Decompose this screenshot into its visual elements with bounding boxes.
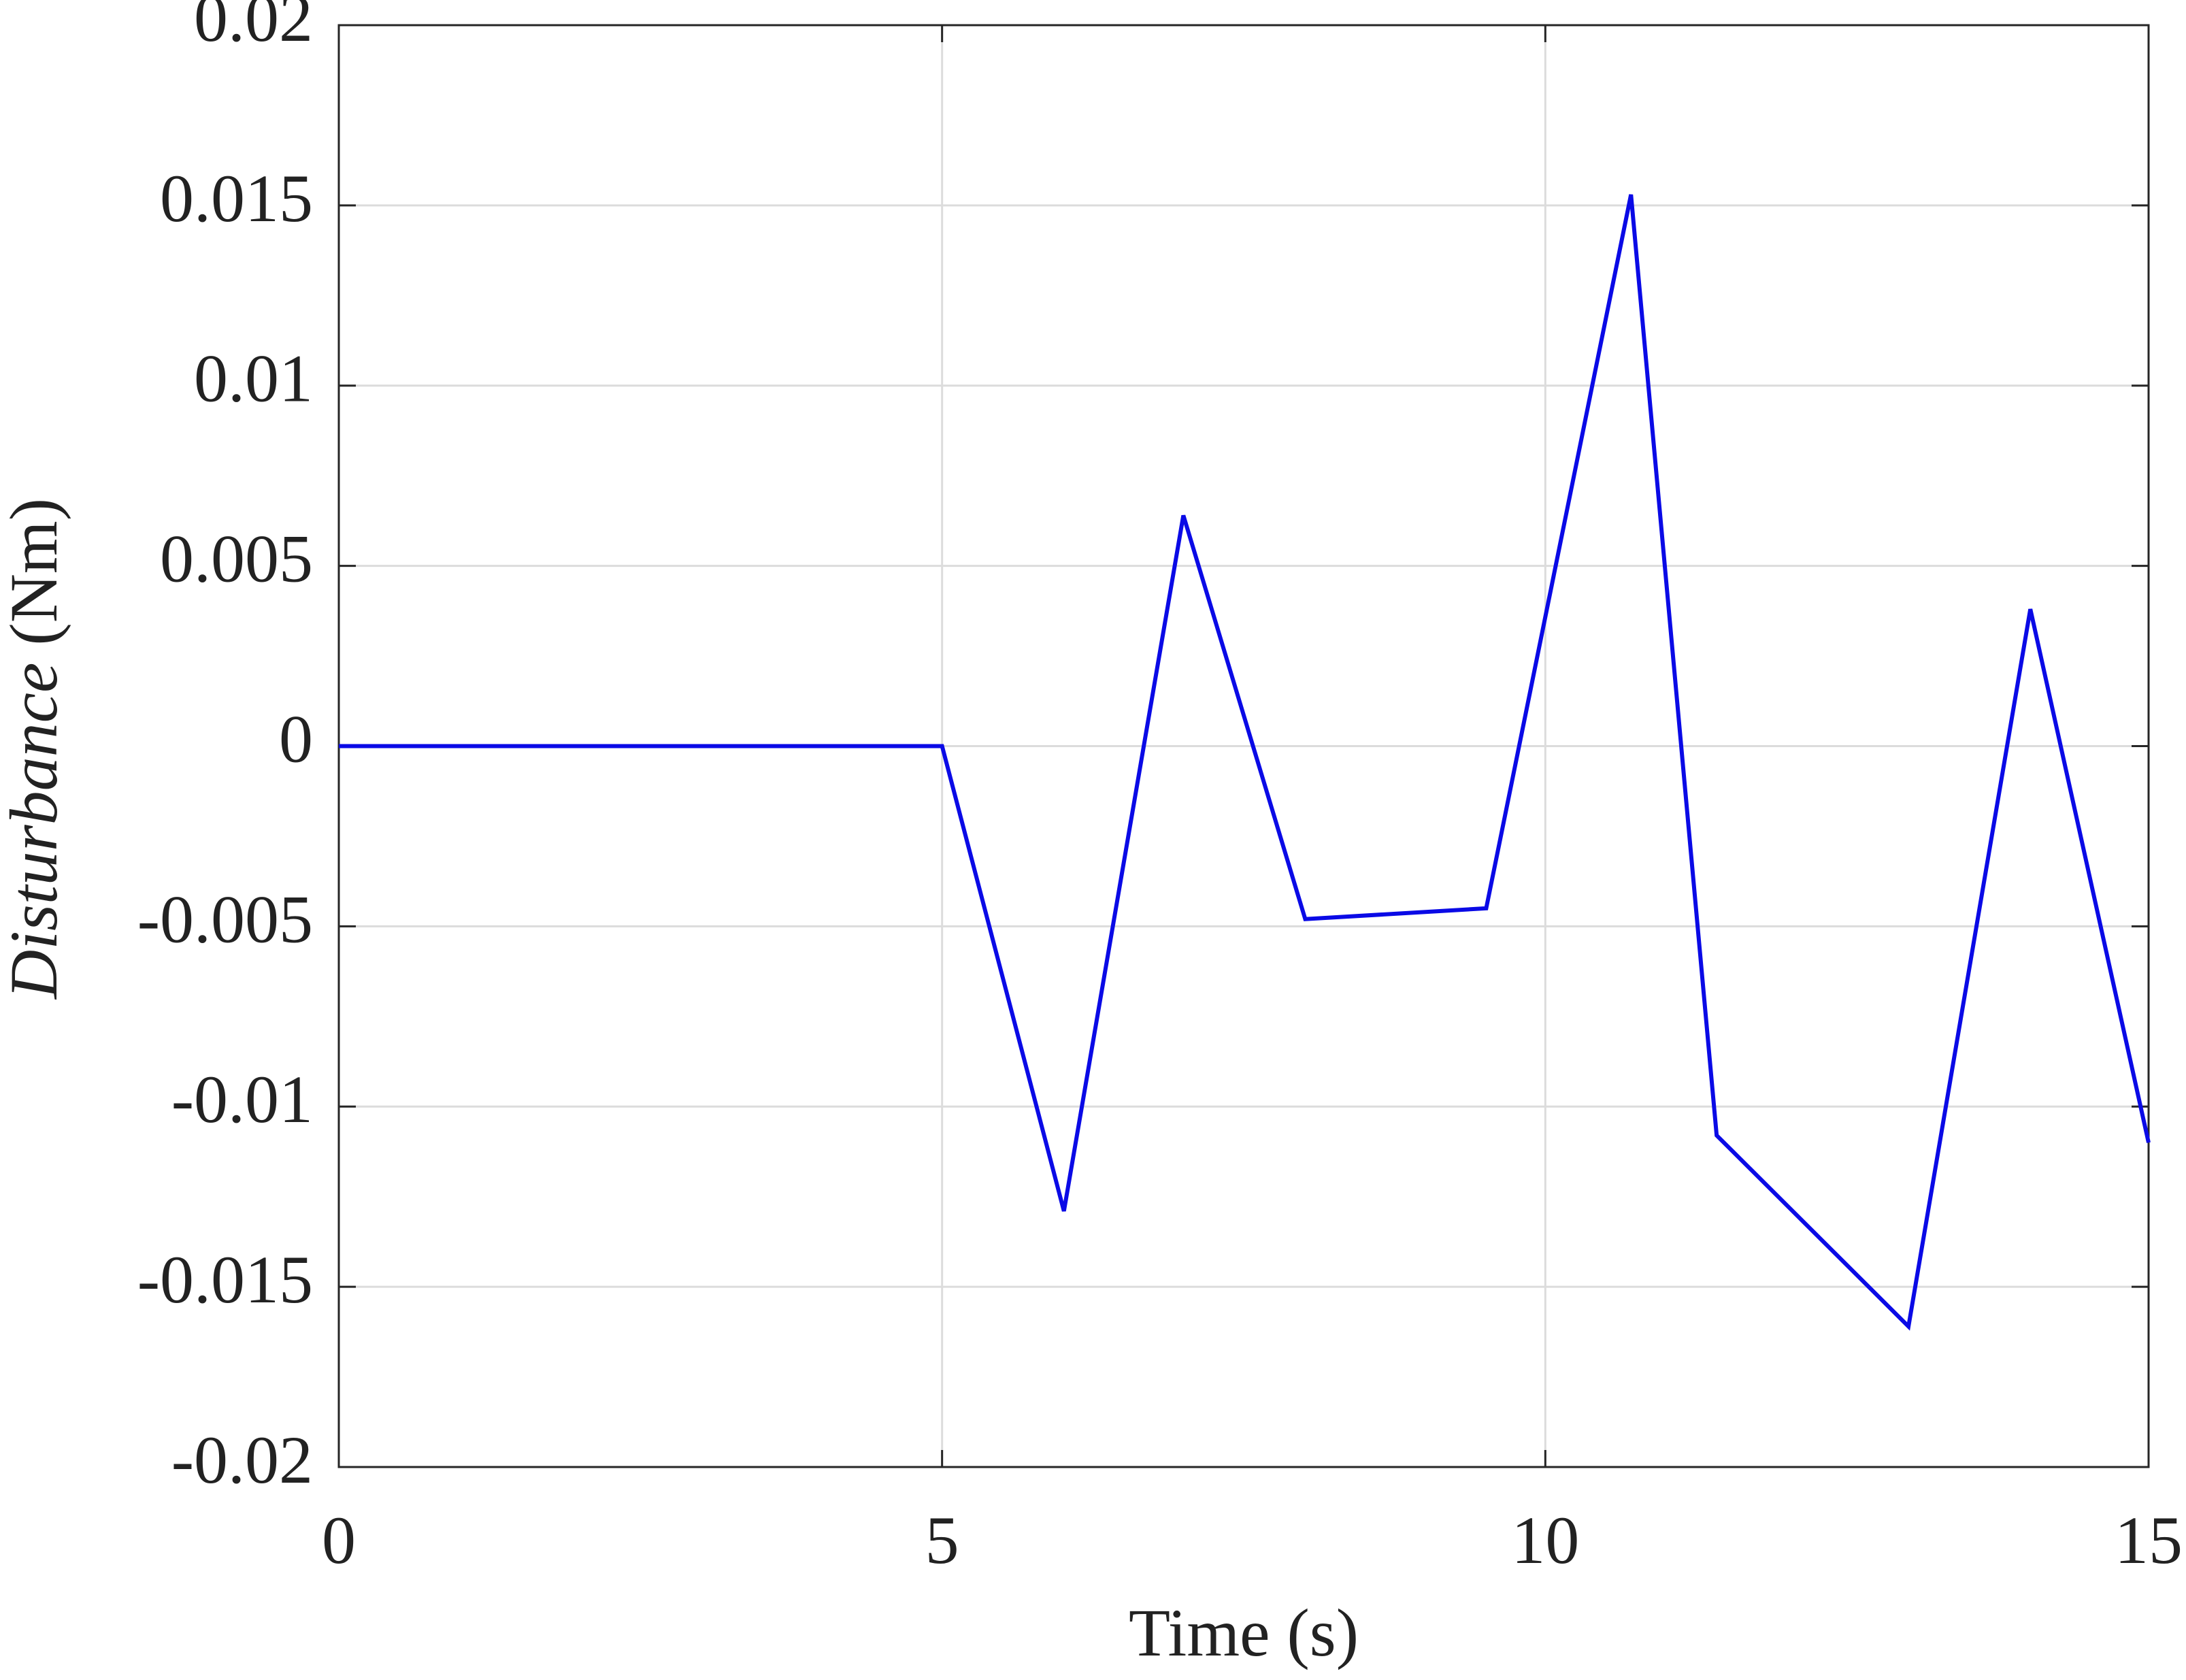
x-tick-label: 15 <box>2115 1502 2183 1578</box>
y-axis-label-main: Disturbance <box>0 663 71 1000</box>
x-tick-label: 5 <box>925 1502 959 1578</box>
y-tick-label: 0.015 <box>160 161 313 236</box>
y-tick-label: 0.02 <box>194 0 313 56</box>
y-tick-label: -0.02 <box>171 1422 313 1498</box>
y-axis-label-unit: (Nm) <box>0 498 71 646</box>
y-tick-label: 0 <box>279 701 313 776</box>
y-axis-label: Disturbance (Nm) <box>0 498 71 1000</box>
x-tick-label: 10 <box>1511 1502 1579 1578</box>
y-tick-label: -0.015 <box>137 1242 313 1317</box>
x-axis-label: Time (s) <box>1129 1595 1359 1670</box>
y-tick-label: -0.01 <box>171 1061 313 1137</box>
y-tick-label: 0.01 <box>194 341 313 416</box>
y-tick-label: -0.005 <box>137 881 313 957</box>
y-tick-label: 0.005 <box>160 521 313 597</box>
x-tick-label: 0 <box>322 1502 356 1578</box>
data-line <box>339 194 2151 1331</box>
